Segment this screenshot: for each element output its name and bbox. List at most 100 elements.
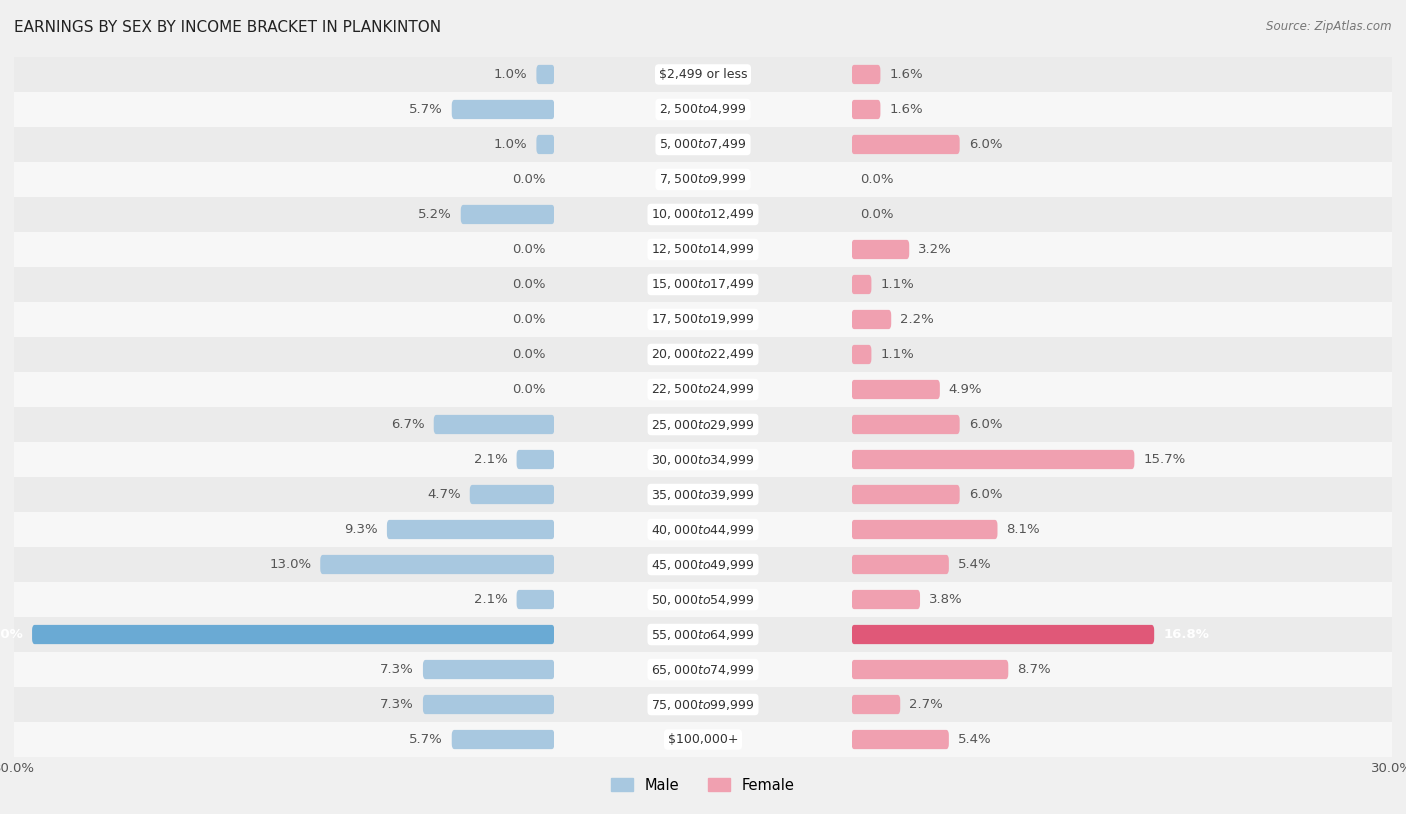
FancyBboxPatch shape	[321, 555, 554, 574]
Text: $7,500 to $9,999: $7,500 to $9,999	[659, 173, 747, 186]
Bar	[14, 162, 554, 197]
Text: 6.7%: 6.7%	[391, 418, 425, 431]
Bar	[554, 582, 852, 617]
FancyBboxPatch shape	[852, 345, 872, 364]
Text: 2.1%: 2.1%	[474, 453, 508, 466]
Text: 0.0%: 0.0%	[512, 243, 546, 256]
Bar	[852, 232, 1392, 267]
Text: 8.7%: 8.7%	[1018, 663, 1050, 676]
Bar	[852, 582, 1392, 617]
Text: 0.0%: 0.0%	[512, 173, 546, 186]
FancyBboxPatch shape	[461, 205, 554, 224]
Bar	[852, 127, 1392, 162]
Text: 0.0%: 0.0%	[860, 208, 894, 221]
Text: 2.2%: 2.2%	[900, 313, 934, 326]
Text: 1.6%: 1.6%	[890, 68, 924, 81]
Bar	[14, 57, 554, 92]
Text: $45,000 to $49,999: $45,000 to $49,999	[651, 558, 755, 571]
Bar	[14, 652, 554, 687]
Bar	[852, 652, 1392, 687]
Bar	[14, 442, 554, 477]
FancyBboxPatch shape	[537, 135, 554, 154]
Bar	[852, 442, 1392, 477]
Text: 0.0%: 0.0%	[512, 383, 546, 396]
Text: $55,000 to $64,999: $55,000 to $64,999	[651, 628, 755, 641]
FancyBboxPatch shape	[852, 310, 891, 329]
FancyBboxPatch shape	[423, 660, 554, 679]
Text: $100,000+: $100,000+	[668, 733, 738, 746]
Bar	[14, 92, 554, 127]
Bar	[14, 337, 554, 372]
Bar	[852, 57, 1392, 92]
Text: 6.0%: 6.0%	[969, 138, 1002, 151]
Text: $10,000 to $12,499: $10,000 to $12,499	[651, 208, 755, 221]
FancyBboxPatch shape	[852, 135, 960, 154]
Text: $25,000 to $29,999: $25,000 to $29,999	[651, 418, 755, 431]
Bar	[554, 617, 852, 652]
Bar	[852, 92, 1392, 127]
Text: $35,000 to $39,999: $35,000 to $39,999	[651, 488, 755, 501]
Bar	[852, 162, 1392, 197]
Text: 1.6%: 1.6%	[890, 103, 924, 116]
Bar	[852, 407, 1392, 442]
Bar	[852, 337, 1392, 372]
Text: $40,000 to $44,999: $40,000 to $44,999	[651, 523, 755, 536]
Text: 8.1%: 8.1%	[1007, 523, 1040, 536]
Text: 1.1%: 1.1%	[880, 348, 914, 361]
Bar	[554, 57, 852, 92]
FancyBboxPatch shape	[852, 625, 1154, 644]
Bar	[554, 652, 852, 687]
Text: $65,000 to $74,999: $65,000 to $74,999	[651, 663, 755, 676]
Bar	[554, 302, 852, 337]
Text: 5.7%: 5.7%	[409, 733, 443, 746]
Text: 5.4%: 5.4%	[957, 558, 991, 571]
FancyBboxPatch shape	[433, 415, 554, 434]
FancyBboxPatch shape	[852, 65, 880, 84]
Bar	[554, 547, 852, 582]
Bar	[14, 512, 554, 547]
Bar	[14, 197, 554, 232]
Text: 1.0%: 1.0%	[494, 138, 527, 151]
Bar	[554, 372, 852, 407]
Bar	[14, 127, 554, 162]
Text: 6.0%: 6.0%	[969, 488, 1002, 501]
Bar	[554, 477, 852, 512]
Bar	[554, 407, 852, 442]
Text: 13.0%: 13.0%	[269, 558, 311, 571]
Bar	[14, 722, 554, 757]
Text: 0.0%: 0.0%	[512, 313, 546, 326]
FancyBboxPatch shape	[451, 100, 554, 119]
Bar	[14, 617, 554, 652]
Bar	[852, 197, 1392, 232]
Bar	[14, 477, 554, 512]
Bar	[14, 687, 554, 722]
FancyBboxPatch shape	[516, 450, 554, 469]
Text: 0.0%: 0.0%	[512, 348, 546, 361]
Bar	[554, 267, 852, 302]
FancyBboxPatch shape	[423, 695, 554, 714]
Bar	[852, 722, 1392, 757]
Text: $15,000 to $17,499: $15,000 to $17,499	[651, 278, 755, 291]
Text: 15.7%: 15.7%	[1143, 453, 1185, 466]
FancyBboxPatch shape	[451, 730, 554, 749]
Bar	[554, 127, 852, 162]
Text: 5.7%: 5.7%	[409, 103, 443, 116]
Text: $50,000 to $54,999: $50,000 to $54,999	[651, 593, 755, 606]
Text: 29.0%: 29.0%	[0, 628, 22, 641]
FancyBboxPatch shape	[852, 520, 997, 539]
Text: 1.1%: 1.1%	[880, 278, 914, 291]
Text: Source: ZipAtlas.com: Source: ZipAtlas.com	[1267, 20, 1392, 33]
Bar	[554, 687, 852, 722]
Text: $5,000 to $7,499: $5,000 to $7,499	[659, 138, 747, 151]
Bar	[852, 372, 1392, 407]
Text: 7.3%: 7.3%	[380, 698, 413, 711]
FancyBboxPatch shape	[852, 415, 960, 434]
Text: 4.7%: 4.7%	[427, 488, 461, 501]
Text: $20,000 to $22,499: $20,000 to $22,499	[651, 348, 755, 361]
Text: 9.3%: 9.3%	[344, 523, 378, 536]
FancyBboxPatch shape	[852, 730, 949, 749]
Text: $75,000 to $99,999: $75,000 to $99,999	[651, 698, 755, 711]
Text: 2.1%: 2.1%	[474, 593, 508, 606]
Bar	[852, 617, 1392, 652]
Bar	[14, 302, 554, 337]
